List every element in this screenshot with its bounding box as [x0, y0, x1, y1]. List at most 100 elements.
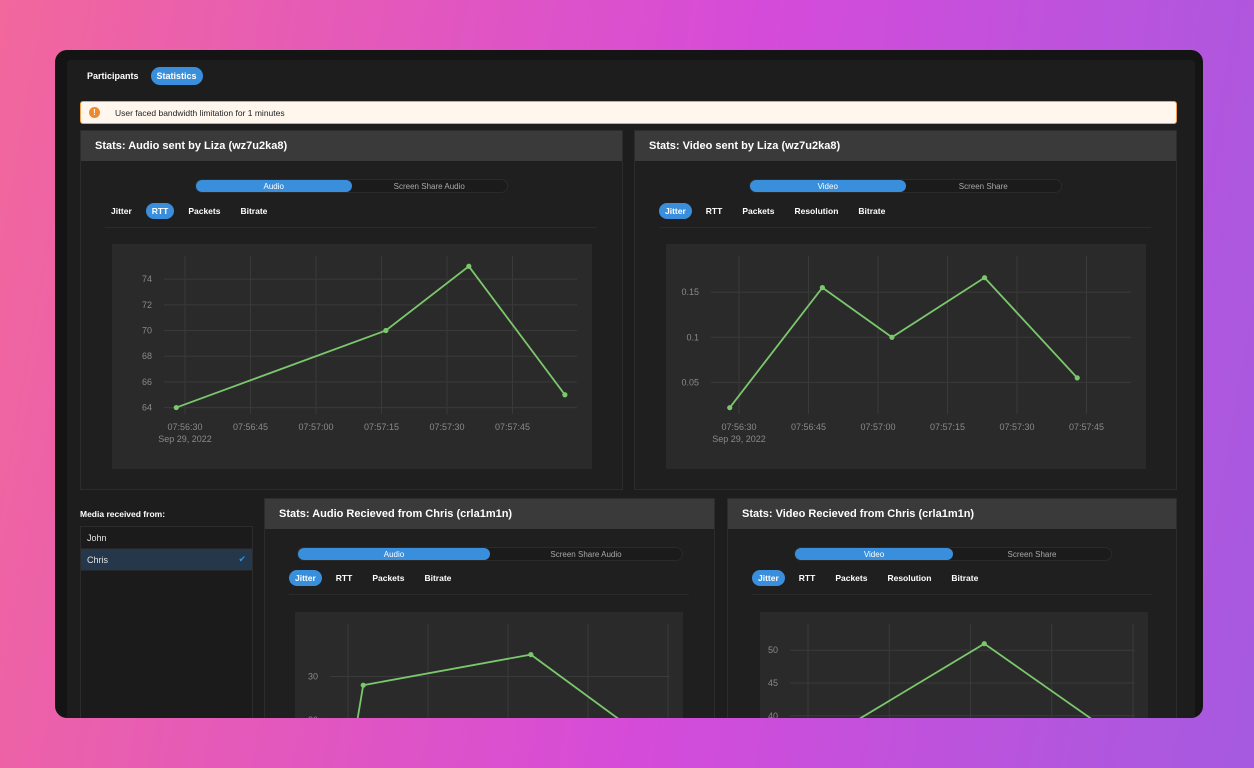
check-icon: ✔	[238, 554, 246, 564]
y-tick-label: 68	[142, 351, 152, 361]
stats-container: Participants Statistics ! User faced ban…	[67, 60, 1195, 718]
y-tick-label: 0.15	[681, 287, 699, 297]
data-point	[528, 651, 534, 658]
metric-jitter[interactable]: Jitter	[752, 570, 785, 586]
metric-packets[interactable]: Packets	[742, 206, 775, 216]
y-tick-label: 0.1	[686, 332, 699, 342]
x-tick-label: 07:56:45	[791, 422, 826, 432]
tab-statistics[interactable]: Statistics	[150, 67, 203, 85]
metric-packets[interactable]: Packets	[835, 573, 868, 583]
metric-packets[interactable]: Packets	[372, 573, 405, 583]
y-tick-label: 30	[308, 671, 318, 681]
audio-recv-panel: Stats: Audio Recieved from Chris (crla1m…	[264, 498, 715, 718]
x-tick-label: 07:57:00	[298, 422, 333, 432]
divider	[289, 594, 689, 595]
video-sent-chart: 07:56:30 07:56:45 07:57:00 07:57:15 07:57:30…	[666, 244, 1146, 469]
chart-svg: 07:56:30 07:56:45 07:57:00 07:57:15 07:57:30…	[142, 256, 577, 444]
source-toggle: Video Screen Share	[794, 547, 1112, 561]
y-tick-label: 50	[768, 645, 778, 655]
warning-icon: !	[89, 107, 100, 118]
data-point	[981, 275, 988, 281]
tab-participants[interactable]: Participants	[87, 71, 139, 81]
source-toggle: Audio Screen Share Audio	[195, 179, 508, 193]
series-line	[859, 642, 1092, 718]
metric-tabs: Jitter RTT Packets Resolution Bitrate	[752, 570, 992, 586]
x-tick-label: 07:57:00	[860, 422, 895, 432]
x-tick-label: 07:57:45	[495, 422, 530, 432]
panel-title: Stats: Video sent by Liza (wz7u2ka8)	[635, 131, 1176, 161]
x-date-label: Sep 29, 2022	[158, 434, 212, 444]
divider	[105, 227, 597, 228]
metric-jitter[interactable]: Jitter	[111, 206, 132, 216]
metric-tabs: Jitter RTT Packets Resolution Bitrate	[659, 203, 899, 219]
y-tick-label: 72	[142, 300, 152, 310]
metric-rtt[interactable]: RTT	[335, 573, 353, 583]
metric-rtt[interactable]: RTT	[798, 573, 816, 583]
x-tick-label: 07:57:15	[364, 422, 399, 432]
divider	[659, 227, 1151, 228]
panel-title: Stats: Audio Recieved from Chris (crla1m…	[265, 499, 714, 529]
x-tick-label: 07:57:45	[1069, 422, 1104, 432]
top-tabs: Participants Statistics	[81, 67, 203, 85]
segment-audio[interactable]: Audio	[196, 180, 352, 192]
media-item-john[interactable]: John	[81, 527, 252, 549]
segment-screen-share[interactable]: Screen Share	[958, 181, 1008, 191]
data-point	[562, 392, 568, 398]
media-item-chris[interactable]: Chris ✔	[81, 549, 252, 571]
panel-title: Stats: Audio sent by Liza (wz7u2ka8)	[81, 131, 622, 161]
series-line	[729, 276, 1078, 409]
audio-recv-chart: 20 30	[295, 612, 683, 718]
divider	[752, 594, 1152, 595]
metric-bitrate[interactable]: Bitrate	[951, 573, 979, 583]
data-point	[360, 682, 366, 688]
media-item-label: Chris	[87, 554, 109, 565]
x-tick-label: 07:57:30	[999, 422, 1034, 432]
series-line	[175, 265, 566, 409]
chart-svg: 07:56:30 07:56:45 07:57:00 07:57:15 07:57:30…	[681, 256, 1131, 444]
media-received-title: Media received from:	[80, 509, 166, 519]
y-tick-label: 64	[142, 403, 152, 413]
video-sent-panel: Stats: Video sent by Liza (wz7u2ka8) Vid…	[634, 130, 1177, 490]
y-tick-label: 66	[142, 377, 152, 387]
metric-bitrate[interactable]: Bitrate	[424, 573, 452, 583]
segment-screen-share-audio[interactable]: Screen Share Audio	[550, 549, 622, 559]
app-window: Participants Statistics ! User faced ban…	[55, 50, 1203, 718]
metric-packets[interactable]: Packets	[188, 206, 221, 216]
y-tick-label: 20	[308, 715, 318, 718]
data-point	[173, 404, 179, 411]
metric-jitter[interactable]: Jitter	[289, 570, 322, 586]
metric-rtt[interactable]: RTT	[705, 206, 723, 216]
x-tick-label: 07:56:30	[167, 422, 202, 432]
segment-video[interactable]: Video	[795, 548, 953, 560]
media-item-label: John	[87, 532, 107, 543]
metric-bitrate[interactable]: Bitrate	[858, 206, 886, 216]
bandwidth-alert: ! User faced bandwidth limitation for 1 …	[80, 101, 1177, 124]
segment-video[interactable]: Video	[750, 180, 906, 192]
segment-screen-share-audio[interactable]: Screen Share Audio	[393, 181, 465, 191]
video-recv-panel: Stats: Video Recieved from Chris (crla1m…	[727, 498, 1177, 718]
data-point	[466, 263, 472, 269]
metric-tabs: Jitter RTT Packets Bitrate	[105, 203, 281, 219]
metric-jitter[interactable]: Jitter	[659, 203, 692, 219]
metric-resolution[interactable]: Resolution	[794, 206, 839, 216]
source-toggle: Video Screen Share	[749, 179, 1062, 193]
data-point	[981, 641, 987, 647]
metric-rtt[interactable]: RTT	[145, 203, 175, 219]
data-point	[1074, 375, 1080, 381]
alert-text: User faced bandwidth limitation for 1 mi…	[115, 107, 285, 118]
series-line	[356, 653, 619, 718]
data-point	[383, 327, 389, 334]
audio-sent-panel: Stats: Audio sent by Liza (wz7u2ka8) Aud…	[80, 130, 623, 490]
segment-screen-share[interactable]: Screen Share	[1007, 549, 1057, 559]
metric-tabs: Jitter RTT Packets Bitrate	[289, 570, 465, 586]
video-recv-chart: 40 45 50	[760, 612, 1148, 718]
chart-svg: 40 45 50	[768, 624, 1135, 718]
x-tick-label: 07:56:30	[721, 422, 756, 432]
x-tick-label: 07:56:45	[233, 422, 268, 432]
y-tick-label: 70	[142, 326, 152, 336]
segment-audio[interactable]: Audio	[298, 548, 490, 560]
metric-bitrate[interactable]: Bitrate	[240, 206, 268, 216]
x-tick-label: 07:57:30	[429, 422, 464, 432]
metric-resolution[interactable]: Resolution	[887, 573, 932, 583]
